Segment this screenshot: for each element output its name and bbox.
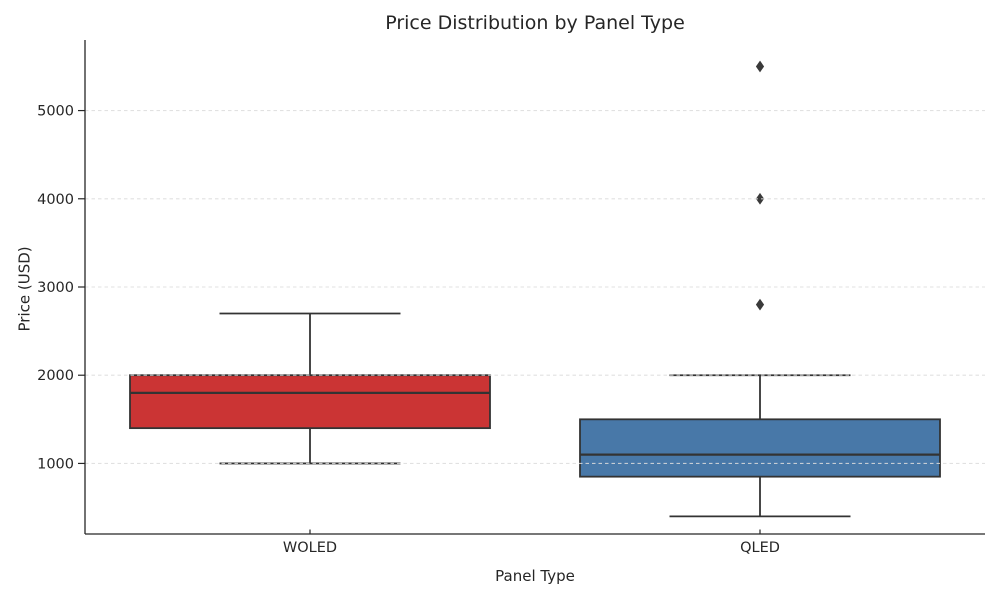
y-tick-label-1000: 1000 [37,456,74,472]
chart-title: Price Distribution by Panel Type [385,12,685,34]
x-tick-label-qled: QLED [740,540,780,556]
outlier-point-qled [755,60,765,73]
y-tick-label-5000: 5000 [37,104,74,120]
outlier-point-qled [755,298,765,311]
y-tick-label-2000: 2000 [37,368,74,384]
box-woled [129,374,491,430]
outlier-point-qled [755,192,765,205]
y-tick-label-3000: 3000 [37,280,74,296]
box-qled [579,418,941,478]
y-tick-label-4000: 4000 [37,192,74,208]
x-tick-label-woled: WOLED [283,540,337,556]
x-axis-label: Panel Type [495,567,575,585]
y-axis-label: Price (USD) [15,246,34,332]
